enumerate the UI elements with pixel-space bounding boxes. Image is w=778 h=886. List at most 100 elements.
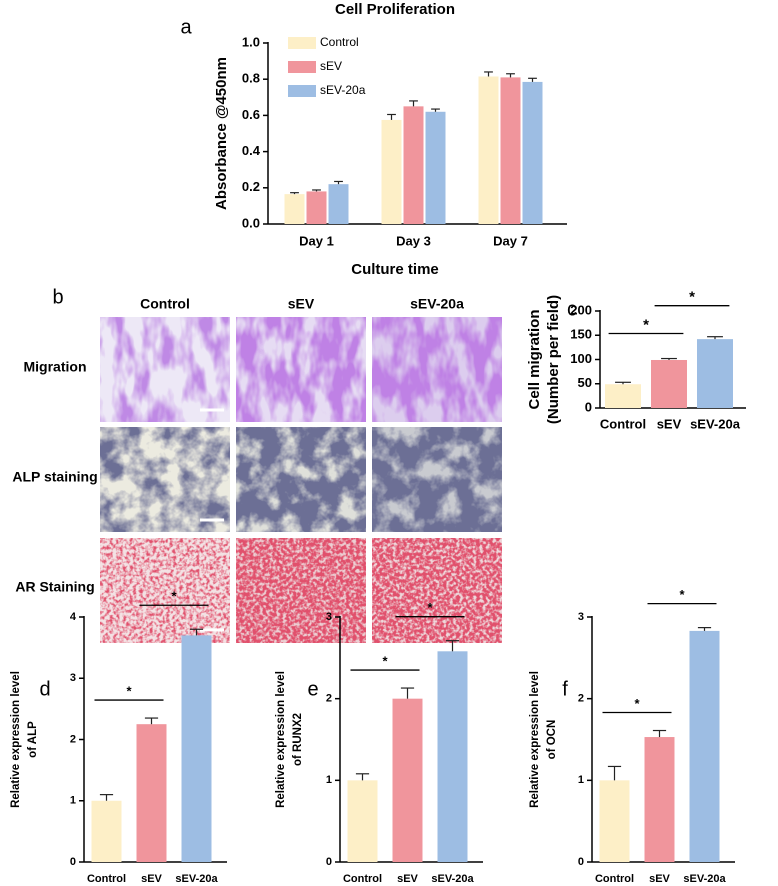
bar: [136, 724, 167, 862]
x-tick-label: Day 3: [396, 233, 431, 248]
x-tick-label: sEV: [141, 873, 162, 885]
x-tick-label: Control: [343, 873, 382, 885]
y-tick-label: 2: [578, 693, 584, 705]
bar: [328, 184, 349, 224]
y-axis-label: Relative expression level: [275, 671, 287, 808]
significance-label: *: [171, 589, 177, 604]
y-tick-label: 0.4: [242, 143, 261, 158]
bar: [284, 194, 305, 224]
y-tick-label: 100: [570, 351, 592, 366]
legend-swatch: [288, 85, 316, 97]
significance-label: *: [427, 600, 433, 615]
legend-label: Control: [320, 35, 359, 49]
bar: [347, 780, 378, 862]
micrograph-texture: [100, 538, 230, 643]
y-tick-label: 50: [578, 375, 592, 390]
panel-letter: d: [39, 678, 50, 700]
x-tick-label: Day 7: [493, 233, 528, 248]
column-label: Control: [140, 296, 190, 312]
row-label: Migration: [24, 359, 87, 375]
bar: [697, 339, 733, 408]
y-tick-label: 0.8: [242, 71, 260, 86]
y-axis-label: of RUNX2: [292, 713, 304, 766]
bar: [644, 737, 675, 862]
bar: [381, 119, 402, 224]
y-tick-label: 0.0: [242, 215, 260, 230]
legend-swatch: [288, 61, 316, 73]
row-label: ALP staining: [12, 469, 97, 485]
y-tick-label: 3: [70, 672, 76, 684]
bar: [689, 630, 720, 862]
micrograph-texture: [236, 427, 366, 532]
legend-label: sEV: [320, 59, 342, 73]
x-tick-label: sEV: [657, 416, 682, 431]
significance-label: *: [382, 653, 388, 668]
x-tick-label: sEV-20a: [175, 873, 218, 885]
x-tick-label: sEV-20a: [431, 873, 474, 885]
bar: [605, 384, 641, 408]
y-tick-label: 3: [326, 611, 332, 623]
x-tick-label: sEV-20a: [690, 416, 741, 431]
y-tick-label: 2: [70, 733, 76, 745]
bar: [651, 359, 687, 408]
x-tick-label: Control: [87, 873, 126, 885]
micrograph-texture: [372, 427, 502, 532]
y-axis-label: (Number per field): [545, 295, 562, 424]
panel-letter: c: [567, 298, 577, 320]
micrograph-texture: [372, 317, 502, 422]
bar: [306, 191, 327, 224]
bar: [181, 635, 212, 862]
legend-label: sEV-20a: [320, 83, 366, 97]
y-axis-label: Relative expression level: [529, 671, 541, 808]
significance-label: *: [643, 316, 649, 333]
y-tick-label: 1: [70, 795, 76, 807]
x-axis-label: Culture time: [351, 261, 439, 278]
column-label: sEV: [288, 296, 315, 312]
panel-letter: a: [180, 16, 192, 38]
bar: [478, 76, 499, 224]
bar: [403, 106, 424, 224]
significance-label: *: [679, 587, 685, 602]
x-tick-label: Control: [595, 873, 634, 885]
bar: [91, 800, 122, 862]
significance-label: *: [126, 684, 132, 699]
row-label: AR Staining: [15, 579, 94, 595]
bar: [599, 780, 630, 862]
image-grid: b Control sEV sEV-20a Migration ALP stai…: [12, 286, 502, 643]
y-tick-label: 0: [585, 399, 592, 414]
x-tick-label: sEV: [649, 873, 670, 885]
y-tick-label: 200: [570, 302, 592, 317]
micrograph-texture: [100, 317, 230, 422]
y-tick-label: 1.0: [242, 34, 260, 49]
bar: [522, 81, 543, 224]
legend-swatch: [288, 37, 316, 49]
y-tick-label: 1: [326, 774, 332, 786]
y-tick-label: 3: [578, 611, 584, 623]
panel-letter: e: [307, 678, 318, 700]
chart-title: Cell Proliferation: [335, 1, 455, 18]
y-tick-label: 0: [326, 856, 332, 868]
x-tick-label: Control: [600, 416, 646, 431]
y-axis-label: Absorbance @450nm: [213, 57, 230, 210]
panel-letter: b: [52, 286, 63, 308]
x-tick-label: sEV: [397, 873, 418, 885]
y-tick-label: 0.2: [242, 179, 260, 194]
y-tick-label: 150: [570, 327, 592, 342]
y-tick-label: 0: [70, 856, 76, 868]
x-tick-label: sEV-20a: [683, 873, 726, 885]
column-label: sEV-20a: [410, 296, 464, 312]
micrograph-texture: [372, 538, 502, 643]
y-tick-label: 4: [70, 611, 77, 623]
y-tick-label: 2: [326, 693, 332, 705]
micrograph-texture: [100, 427, 230, 532]
y-tick-label: 1: [578, 774, 584, 786]
y-tick-label: 0: [578, 856, 584, 868]
significance-label: *: [634, 696, 640, 711]
bar: [500, 77, 521, 224]
micrograph-texture: [236, 317, 366, 422]
bar: [437, 651, 468, 862]
panel-letter: f: [562, 678, 568, 700]
y-tick-label: 0.6: [242, 107, 260, 122]
micrograph-texture: [236, 538, 366, 643]
